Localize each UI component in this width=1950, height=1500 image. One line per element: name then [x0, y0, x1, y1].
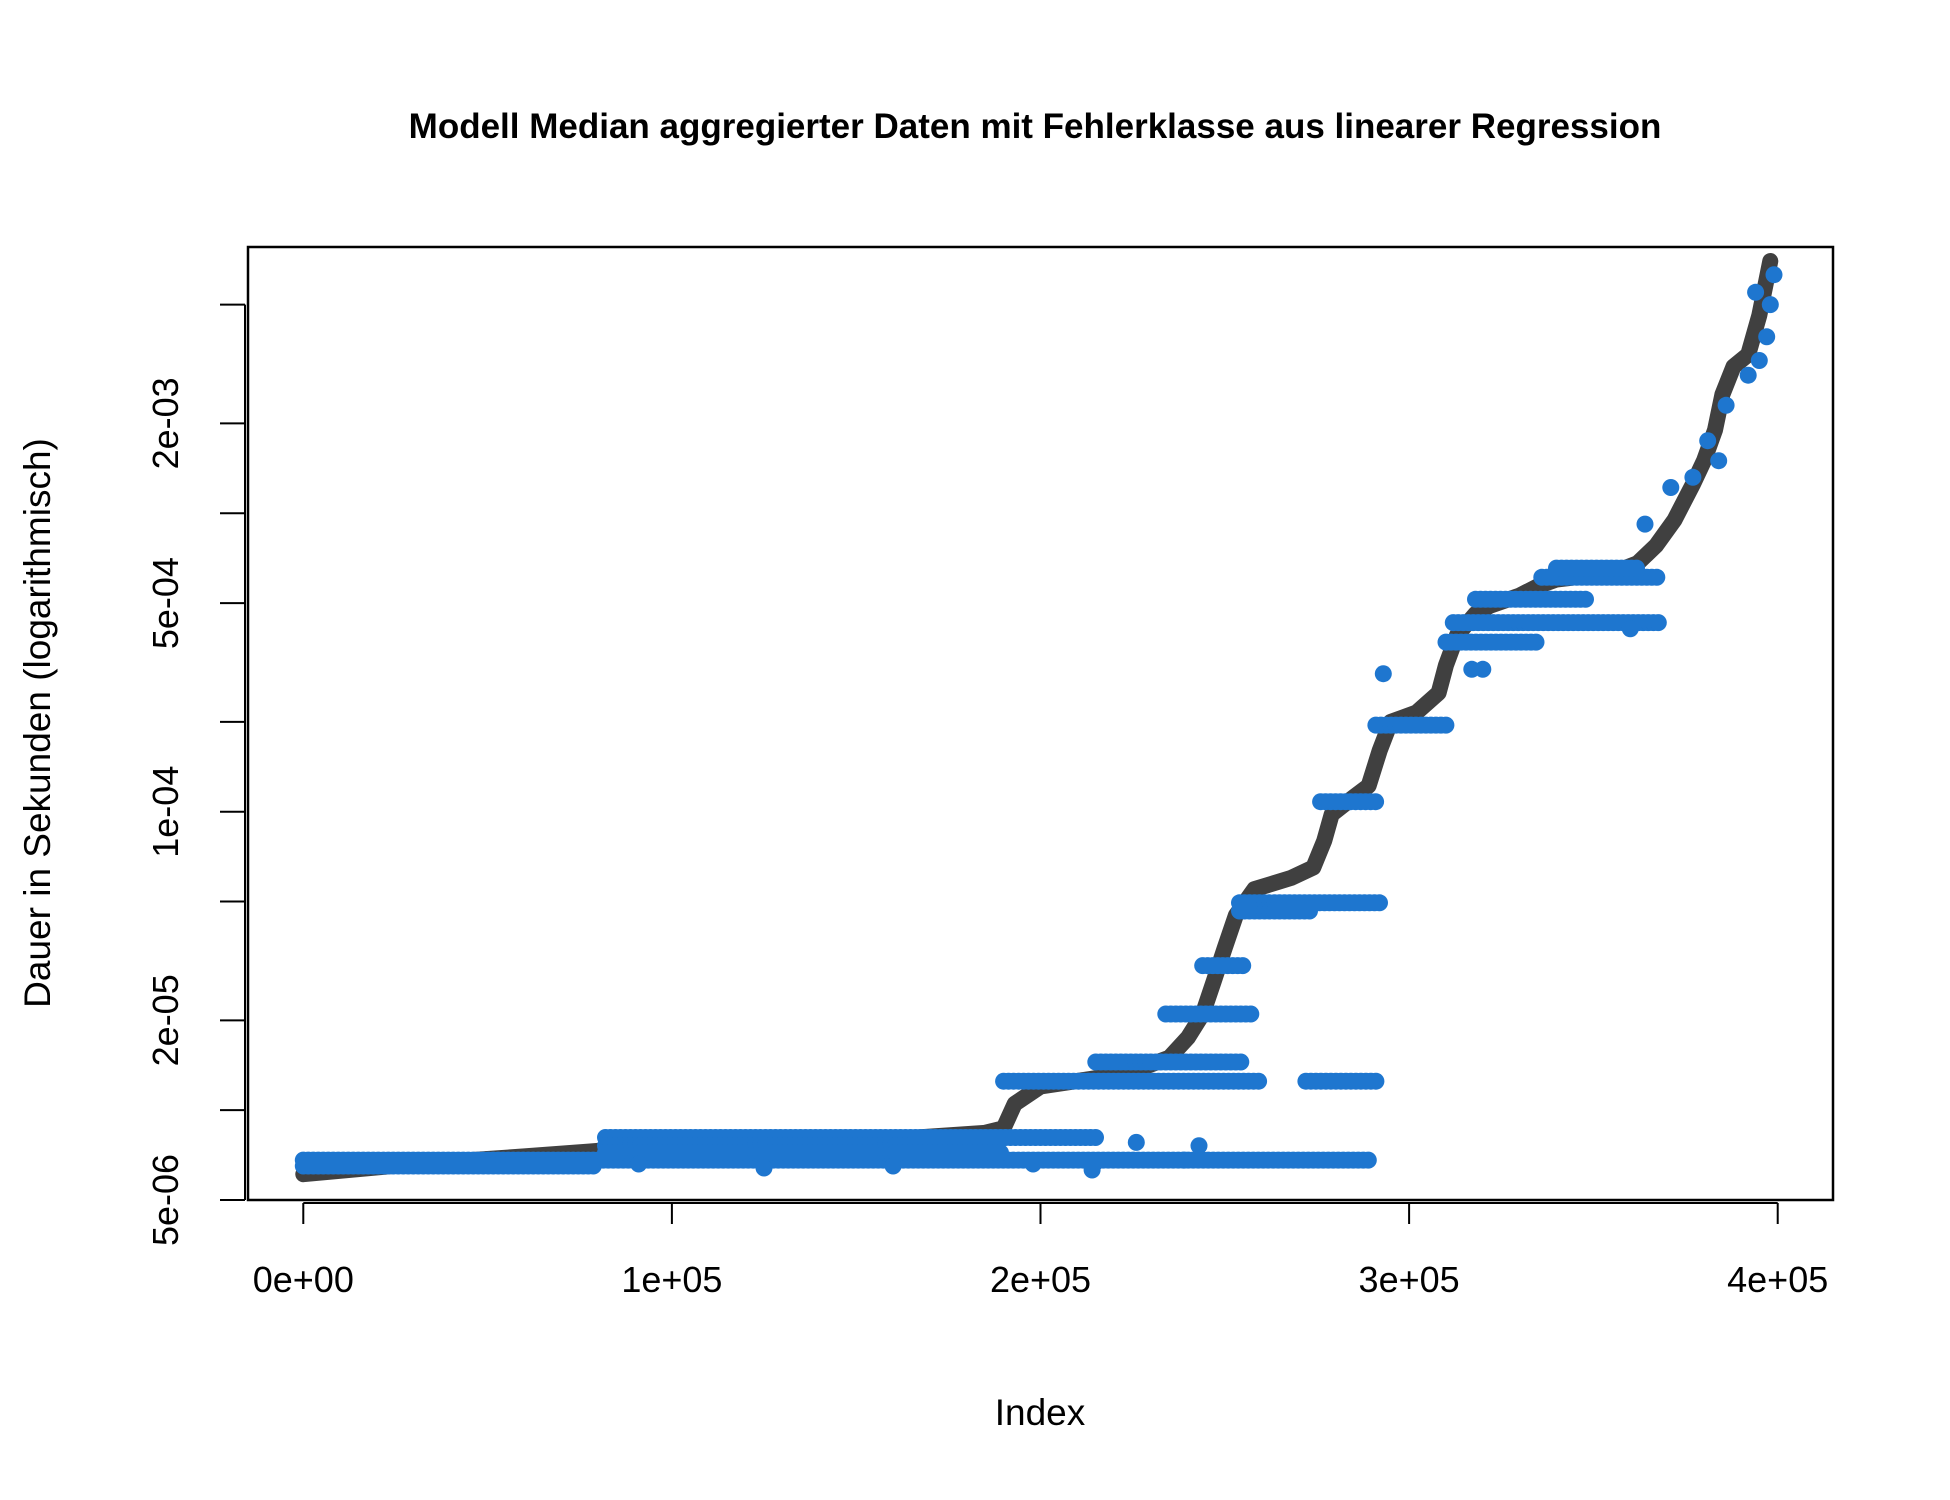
x-axis: 0e+00 1e+05 2e+05 3e+05 4e+05	[253, 1202, 1828, 1300]
series-2-point	[1190, 1137, 1208, 1155]
series-2-point	[1717, 396, 1735, 414]
series-2-point	[1232, 1053, 1250, 1071]
series-2-point	[1437, 716, 1455, 734]
y-tick-label: 1e-04	[145, 766, 186, 858]
series-2-point	[1699, 432, 1717, 450]
y-tick-label: 5e-04	[145, 557, 186, 649]
series-2-point	[1761, 296, 1779, 314]
series-2-point	[1636, 515, 1654, 533]
series-2-point	[1662, 479, 1680, 496]
series-2-point	[584, 1157, 602, 1175]
series-1-line	[295, 253, 1779, 1183]
plot-frame	[246, 245, 1835, 1202]
series-2-point	[1234, 957, 1252, 975]
series-2-point	[1527, 633, 1545, 651]
series-2-point	[1374, 665, 1392, 683]
series-2-point	[755, 1159, 773, 1177]
series-2-point	[1301, 902, 1318, 920]
x-tick-label: 0e+00	[253, 1259, 354, 1300]
series-2-point	[1127, 1133, 1145, 1151]
series-2-point	[1367, 793, 1385, 811]
y-tick-label: 2e-05	[145, 974, 186, 1066]
x-axis-label: Index	[995, 1392, 1086, 1433]
series-2-point	[1242, 1005, 1260, 1023]
series-2-point	[1087, 1129, 1104, 1146]
series-2-point	[1765, 266, 1783, 284]
series-2-point	[1250, 1072, 1268, 1090]
series-2-point	[1739, 366, 1757, 384]
x-tick-label: 3e+05	[1359, 1259, 1460, 1300]
y-tick-label: 2e-03	[145, 377, 186, 469]
series-2-point	[1359, 1151, 1377, 1169]
plot-points	[294, 253, 1783, 1183]
series-2-point	[1621, 620, 1639, 638]
series-2-point	[1577, 590, 1594, 608]
series-2-point	[1750, 352, 1768, 369]
series-2-point	[1747, 283, 1765, 301]
x-tick-label: 1e+05	[621, 1259, 722, 1300]
series-2-point	[1083, 1161, 1101, 1179]
series-2-point	[1024, 1155, 1042, 1173]
series-2-point	[1648, 568, 1666, 586]
y-axis: 5e-06 2e-05 1e-04 5e-04 2e-03	[145, 303, 246, 1246]
series-2-point	[1710, 452, 1728, 470]
x-tick-label: 2e+05	[990, 1259, 1091, 1300]
series-2-point	[1649, 614, 1667, 632]
y-tick-label: 5e-06	[145, 1154, 186, 1246]
x-tick-label: 4e+05	[1727, 1259, 1828, 1300]
y-axis-label: Dauer in Sekunden (logarithmisch)	[17, 438, 58, 1008]
series-2-point	[1474, 660, 1492, 678]
series-2-point	[1371, 894, 1388, 912]
series-2-point	[884, 1157, 902, 1175]
series-2-point	[1175, 1151, 1193, 1169]
series-2-point	[1367, 1072, 1385, 1090]
series-2-point	[630, 1155, 648, 1173]
series-2-point	[1628, 559, 1645, 577]
chart-title: Modell Median aggregierter Daten mit Feh…	[409, 107, 1662, 146]
series-2-point	[1684, 468, 1702, 486]
series-2-point	[992, 1144, 1009, 1162]
series-2-point	[1758, 328, 1776, 346]
